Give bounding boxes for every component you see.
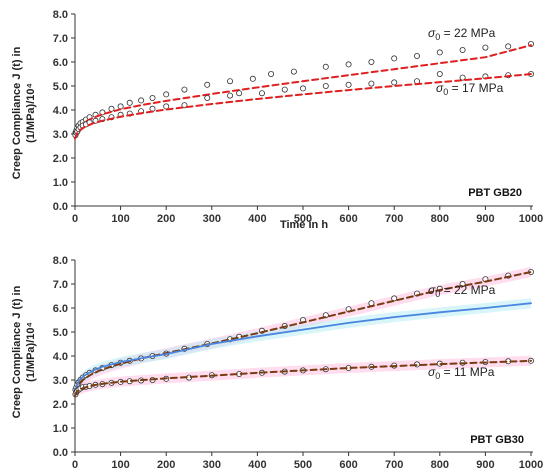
x-tick-label: 700 (385, 459, 403, 471)
data-point (163, 103, 170, 110)
x-tick-label: 800 (431, 459, 449, 471)
chart-pbt-gb20: Creep Compliance J (t) in (1/MPa)/10⁴ Ti… (11, 9, 543, 231)
data-point (368, 80, 375, 87)
y-tick-label: 6.0 (53, 57, 68, 69)
data-point (391, 55, 398, 62)
x-tick-label: 600 (339, 213, 357, 225)
data-point (249, 75, 256, 82)
y-tick-label: 5.0 (53, 327, 68, 339)
panel-label: PBT GB20 (468, 187, 522, 199)
data-point (290, 68, 297, 75)
data-point (345, 81, 352, 88)
data-point (204, 95, 211, 102)
data-point (138, 97, 145, 104)
chart-pbt-gb30: Creep Compliance J (t) in (1/MPa)/10⁴ PB… (11, 255, 543, 471)
x-tick-label: 600 (339, 459, 357, 471)
data-point (204, 81, 211, 88)
x-tick-label: 300 (203, 213, 221, 225)
data-point (117, 103, 124, 110)
data-point (322, 83, 329, 90)
series-label: σ0 = 22 MPa (428, 26, 496, 42)
data-point (459, 47, 466, 54)
series-line-1 (74, 302, 532, 393)
y-tick-label: 6.0 (53, 303, 68, 315)
y-tick-label: 8.0 (53, 9, 68, 21)
x-tick-label: 900 (476, 459, 494, 471)
y-tick-label: 7.0 (53, 279, 68, 291)
data-point (181, 86, 188, 93)
x-tick-label: 900 (476, 213, 494, 225)
series-line-2 (74, 359, 532, 397)
series-label: σ0 = 17 MPa (436, 81, 504, 97)
data-point (258, 90, 265, 97)
confidence-band-0 (75, 267, 531, 397)
y-tick-label: 1.0 (53, 177, 68, 189)
x-tick-label: 1000 (519, 459, 543, 471)
x-tick-label: 300 (203, 459, 221, 471)
data-point (227, 92, 234, 99)
data-point (268, 71, 275, 78)
x-tick-label: 800 (431, 213, 449, 225)
y-tick-label: 4.0 (53, 105, 68, 117)
data-point (149, 95, 156, 102)
data-point (99, 109, 106, 116)
data-point (459, 74, 466, 81)
data-point (299, 85, 306, 92)
data-point (126, 99, 133, 106)
x-tick-label: 400 (248, 459, 266, 471)
y-axis-title-line1: Creep Compliance J (t) in (11, 46, 23, 179)
data-point (436, 49, 443, 56)
data-point (482, 44, 489, 51)
x-tick-label: 100 (111, 213, 129, 225)
y-tick-label: 2.0 (53, 399, 68, 411)
data-point (236, 90, 243, 97)
data-point (163, 91, 170, 98)
y-tick-label: 3.0 (53, 375, 68, 387)
x-tick-label: 1000 (519, 213, 543, 225)
x-tick-label: 200 (157, 213, 175, 225)
x-tick-label: 500 (294, 213, 312, 225)
y-tick-label: 1.0 (53, 423, 68, 435)
x-tick-label: 100 (111, 459, 129, 471)
data-point (505, 43, 512, 50)
y-tick-label: 4.0 (53, 351, 68, 363)
x-tick-label: 0 (72, 459, 78, 471)
x-tick-label: 400 (248, 213, 266, 225)
data-point (391, 79, 398, 86)
data-point (413, 53, 420, 60)
y-tick-label: 0.0 (53, 447, 68, 459)
panel-label: PBT GB30 (470, 434, 524, 446)
x-tick-label: 0 (72, 213, 78, 225)
series-line-1 (74, 73, 532, 140)
y-tick-label: 7.0 (53, 33, 68, 45)
data-point (108, 105, 115, 112)
y-tick-label: 0.0 (53, 201, 68, 213)
x-tick-label: 200 (157, 459, 175, 471)
data-point (436, 71, 443, 78)
y-tick-label: 5.0 (53, 81, 68, 93)
data-point (345, 61, 352, 68)
y-axis-title-line2: (1/MPa)/10⁴ (25, 83, 37, 143)
series-label: σ0 = 22 MPa (428, 283, 496, 299)
y-axis-title-line2: (1/MPa)/10⁴ (25, 322, 37, 382)
x-tick-label: 500 (294, 459, 312, 471)
data-point (322, 63, 329, 70)
data-point (368, 59, 375, 66)
data-point (281, 86, 288, 93)
y-tick-label: 8.0 (53, 255, 68, 267)
series-label: σ0 = 11 MPa (428, 365, 495, 381)
data-point (227, 78, 234, 85)
y-tick-label: 2.0 (53, 153, 68, 165)
series-line-0 (74, 271, 532, 393)
y-axis-title-line1: Creep Compliance J (t) in (11, 285, 23, 418)
y-tick-label: 3.0 (53, 129, 68, 141)
x-tick-label: 700 (385, 213, 403, 225)
x-axis-title: Time in h (280, 219, 328, 231)
